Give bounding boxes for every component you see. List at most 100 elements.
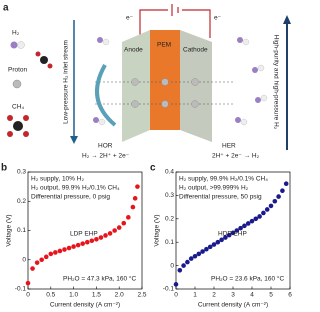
- equation: H₂ → 2H⁺ + 2e⁻: [82, 153, 130, 160]
- point: [268, 203, 274, 209]
- label: PEM: [157, 42, 171, 49]
- cathode: [180, 30, 212, 142]
- label: Proton: [8, 67, 28, 74]
- y-tick-label: 0.2: [165, 216, 174, 223]
- point: [53, 250, 58, 255]
- point: [280, 188, 285, 194]
- y-tick-label: 0.2: [17, 198, 26, 205]
- y-tick-label: 0: [170, 262, 174, 269]
- point: [238, 225, 243, 231]
- point: [121, 220, 127, 226]
- electron-label: e⁻: [214, 15, 222, 22]
- point: [215, 239, 221, 245]
- annotation: PH₂O = 23.6 kPa, 160 °C: [211, 275, 285, 283]
- point: [84, 239, 90, 245]
- point: [234, 228, 240, 233]
- point: [130, 204, 136, 210]
- x-tick-label: 1.5: [92, 292, 101, 299]
- inlet-label: Low-pressure H₂ inlet stream: [63, 40, 70, 124]
- arrow-head: [70, 136, 78, 144]
- outlet-label: High-purity and high-pressure H₂: [272, 35, 279, 130]
- y-tick-label: 0.3: [17, 169, 26, 176]
- protons: [131, 78, 199, 108]
- y-tick-label: 0.4: [165, 169, 174, 176]
- label: HER: [222, 143, 236, 150]
- point: [257, 214, 262, 219]
- point: [112, 228, 117, 233]
- x-axis-label: Current density (A cm⁻²): [50, 302, 120, 309]
- x-tick-label: 0: [26, 292, 30, 299]
- y-tick-label: -0.1: [15, 286, 27, 293]
- x-tick-label: 1: [193, 292, 197, 299]
- panel-label: a: [3, 3, 9, 14]
- point: [173, 282, 179, 287]
- anode: [122, 30, 150, 142]
- point: [39, 257, 44, 263]
- x-axis-label: Current density (A cm⁻²): [198, 302, 268, 309]
- annotation: H₂ output, >99.999% H₂: [179, 185, 249, 192]
- proton-icon: [12, 79, 22, 89]
- point: [181, 263, 186, 268]
- label: Cathode: [183, 47, 208, 54]
- y-tick-label: 0.1: [165, 239, 174, 246]
- point: [283, 181, 289, 186]
- x-tick-label: 5: [269, 292, 273, 299]
- point: [75, 242, 81, 248]
- electron-label: e⁻: [126, 15, 134, 22]
- point: [177, 267, 183, 273]
- point: [245, 221, 251, 226]
- point: [204, 246, 209, 252]
- point: [116, 225, 122, 230]
- point: [192, 253, 198, 259]
- arrow-head: [283, 15, 291, 24]
- point: [135, 184, 140, 189]
- x-tick-label: 2.0: [115, 292, 124, 299]
- panel-label: b: [1, 163, 7, 174]
- point: [185, 259, 190, 265]
- y-axis-label: Voltage (V): [6, 214, 13, 246]
- point: [34, 260, 40, 265]
- flow-arrow: [95, 64, 117, 127]
- annotation: H₂ supply, 10% H₂: [31, 176, 84, 183]
- point: [62, 247, 67, 252]
- x-tick-label: 2.5: [137, 292, 146, 299]
- x-tick-label: 3: [231, 292, 235, 299]
- point: [272, 198, 278, 204]
- y-tick-label: 0.1: [17, 227, 26, 234]
- annotation: H₂ supply, 99.9% H₂/0.1% CH₄: [179, 176, 268, 183]
- point: [80, 241, 86, 246]
- annotation: Differential pressure, 50 psig: [179, 194, 262, 201]
- point: [94, 236, 99, 242]
- label: HOR: [98, 143, 113, 150]
- y-tick-label: -0.1: [163, 286, 175, 293]
- x-tick-label: 0.5: [46, 292, 55, 299]
- annotation: PH₂O = 47.3 kPa, 160 °C: [63, 275, 137, 283]
- x-tick-label: 4: [250, 292, 254, 299]
- x-tick-label: 6: [288, 292, 292, 299]
- annotation: Differential pressure, 0 psig: [31, 194, 110, 201]
- battery: [168, 4, 182, 16]
- x-tick-label: 0: [174, 292, 178, 299]
- point: [25, 280, 31, 286]
- point: [230, 230, 236, 236]
- point: [223, 235, 228, 240]
- molecules: [35, 37, 268, 126]
- y-tick-label: 0: [22, 256, 26, 263]
- point: [200, 249, 205, 254]
- point: [226, 232, 232, 238]
- point: [30, 266, 35, 271]
- series-label: HDP EHP: [218, 231, 247, 238]
- label: CH₄: [12, 104, 24, 111]
- point: [253, 216, 259, 222]
- annotation: H₂ output, 99.9% H₂/0.1% CH₄: [31, 185, 120, 192]
- equation: 2H⁺ + 2e⁻ → H₂: [212, 153, 260, 160]
- ch4-icon: [7, 115, 29, 137]
- point: [43, 254, 49, 260]
- point: [188, 256, 194, 261]
- point: [264, 207, 270, 212]
- label: Anode: [124, 47, 143, 54]
- point: [103, 233, 108, 238]
- point: [126, 215, 131, 220]
- point: [249, 218, 255, 224]
- panel-label: c: [150, 163, 156, 174]
